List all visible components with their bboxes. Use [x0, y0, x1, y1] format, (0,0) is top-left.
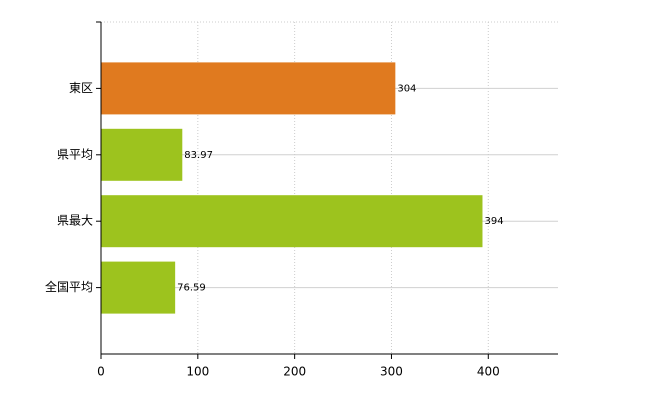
bar [101, 128, 183, 181]
x-tick-label: 300 [380, 365, 403, 379]
x-tick-label: 200 [283, 365, 306, 379]
x-tick-label: 100 [186, 365, 209, 379]
value-label: 394 [484, 216, 503, 227]
value-label: 76.59 [177, 283, 206, 294]
x-tick-label: 400 [477, 365, 500, 379]
y-tick-label: 県平均 [57, 147, 93, 161]
bar [101, 261, 176, 314]
y-tick-label: 県最大 [57, 214, 93, 228]
x-tick-label: 0 [97, 365, 105, 379]
y-tick-label: 全国平均 [45, 279, 93, 294]
value-label: 83.97 [184, 150, 213, 161]
value-label: 304 [397, 83, 416, 94]
bar [101, 195, 483, 248]
y-tick-label: 東区 [69, 81, 93, 95]
bar [101, 62, 396, 115]
